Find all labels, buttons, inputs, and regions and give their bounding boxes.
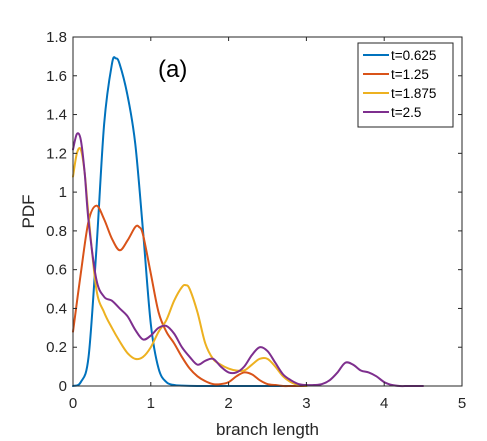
y-tick-label: 1.2 — [46, 145, 67, 162]
series-line-3 — [72, 147, 308, 387]
legend-entry-4: t=2.5 — [391, 105, 421, 120]
y-tick-label: 0.4 — [46, 300, 67, 317]
x-tick-label: 4 — [380, 395, 388, 412]
panel-annotation: (a) — [158, 56, 187, 83]
ticks-layer: 0 1 2 3 4 5 0 0.2 0.4 0.6 0.8 1 1.2 1.4 1.6 1.8 — [46, 29, 466, 412]
series-line-4 — [72, 132, 425, 388]
y-tick-label: 1.8 — [46, 29, 67, 46]
x-tick-label: 2 — [224, 395, 232, 412]
series-line-2 — [72, 204, 308, 388]
y-tick-label: 1 — [59, 184, 67, 201]
legend-entry-3: t=1.875 — [391, 86, 436, 101]
x-tick-label: 1 — [147, 395, 155, 412]
y-tick-label: 0.2 — [46, 339, 67, 356]
x-tick-label: 0 — [69, 395, 77, 412]
y-tick-label: 1.4 — [46, 107, 67, 124]
x-tick-label: 5 — [458, 395, 466, 412]
legend-entry-2: t=1.25 — [391, 67, 429, 82]
y-tick-label: 0 — [59, 378, 67, 395]
legend: t=0.625 t=1.25 t=1.875 t=2.5 — [357, 42, 454, 128]
x-tick-label: 3 — [302, 395, 310, 412]
y-tick-label: 0.8 — [46, 223, 67, 240]
legend-entry-1: t=0.625 — [391, 48, 436, 63]
y-axis-label: PDF — [19, 195, 38, 229]
y-tick-label: 1.6 — [46, 68, 67, 85]
y-tick-label: 0.6 — [46, 262, 67, 279]
plot-frame — [72, 36, 463, 387]
x-axis-label: branch length — [216, 420, 319, 439]
